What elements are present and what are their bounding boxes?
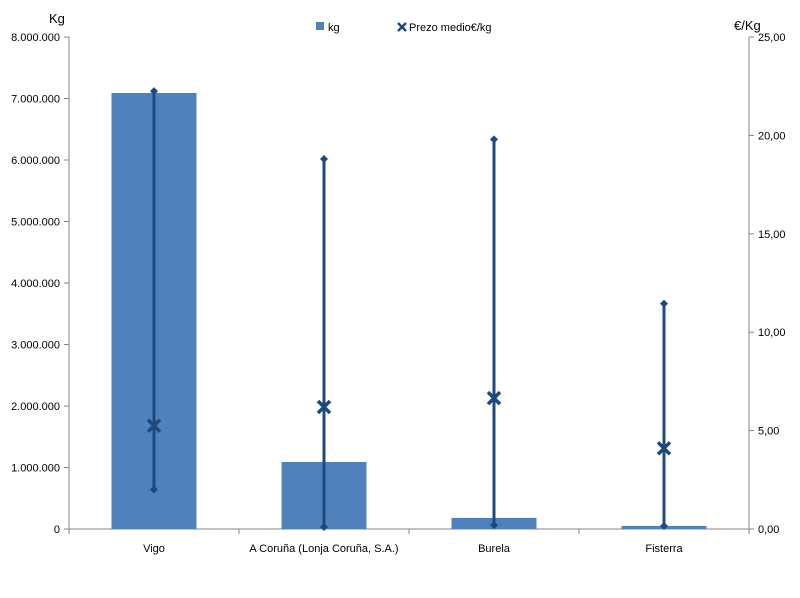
bars-layer <box>111 92 707 529</box>
left-axis-tick-label: 4.000.000 <box>11 278 60 290</box>
price-min-marker <box>660 522 668 531</box>
left-axis-tick-label: 5.000.000 <box>11 217 60 229</box>
left-axis-tick-label: 7.000.000 <box>11 94 60 106</box>
legend-swatch-kg <box>316 22 324 30</box>
left-axis-tick-label: 0 <box>54 524 60 536</box>
price-min-marker <box>490 521 498 530</box>
right-axis-tick-label: 0,00 <box>758 524 779 536</box>
right-axis-tick-label: 5,00 <box>758 426 779 438</box>
price-max-marker <box>320 155 328 164</box>
legend-swatch-price <box>397 22 407 32</box>
left-axis-tick-label: 2.000.000 <box>11 401 60 413</box>
x-axis-category-label: Fisterra <box>645 543 683 555</box>
left-axis-tick-label: 1.000.000 <box>11 463 60 475</box>
left-axis-tick-label: 3.000.000 <box>11 340 60 352</box>
legend-label-kg: kg <box>328 22 340 34</box>
price-max-marker <box>660 299 668 308</box>
right-axis-tick-label: 15,00 <box>758 229 786 241</box>
price-range-layer <box>146 87 672 532</box>
left-axis-title: Kg <box>49 11 65 26</box>
x-axis-category-label: A Coruña (Lonja Coruña, S.A.) <box>249 543 398 555</box>
right-axis-title: €/Kg <box>734 18 761 33</box>
price-average-marker <box>146 418 162 433</box>
price-max-marker <box>490 135 498 144</box>
x-axis-category-label: Vigo <box>143 543 165 555</box>
price-min-marker <box>150 485 158 494</box>
right-axis-tick-label: 10,00 <box>758 327 786 339</box>
legend: kg Prezo medio€/kg <box>316 22 492 34</box>
right-axis-tick-label: 20,00 <box>758 130 786 142</box>
axes-layer: 0 1.000.000 2.000.000 3.000.000 4.000.000 5.0… <box>11 32 785 555</box>
x-axis-category-label: Burela <box>478 543 511 555</box>
left-axis-tick-label: 6.000.000 <box>11 155 60 167</box>
price-min-marker <box>320 523 328 532</box>
price-average-marker <box>486 390 502 406</box>
left-axis-tick-label: 8.000.000 <box>11 32 60 44</box>
right-axis-tick-label: 25,00 <box>758 32 786 44</box>
legend-label-price: Prezo medio€/kg <box>409 22 492 34</box>
price-average-marker <box>656 441 672 456</box>
price-max-marker <box>150 87 158 96</box>
price-average-marker <box>316 399 332 415</box>
